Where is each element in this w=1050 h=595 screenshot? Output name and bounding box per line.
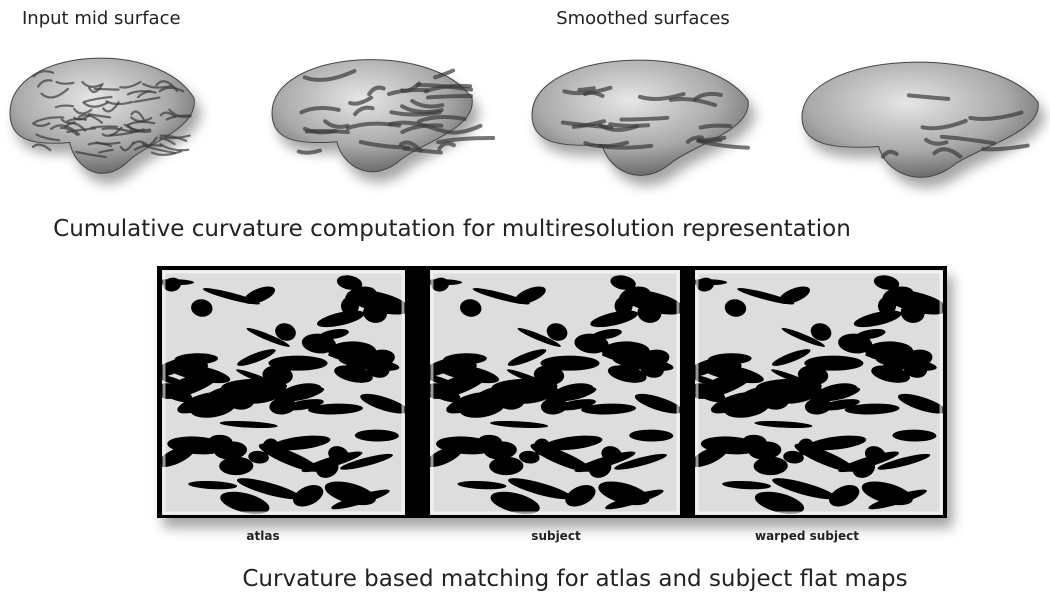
flat-map <box>144 270 412 518</box>
brain <box>802 62 1038 177</box>
panel-label: warped subject <box>755 529 859 543</box>
panel-label: subject <box>531 529 581 543</box>
smoothed-label: Smoothed surfaces <box>556 8 730 29</box>
sulcus <box>33 145 50 150</box>
sulcus <box>699 140 720 141</box>
figure: Input mid surface Smoothed surfaces Cumu… <box>0 0 1050 595</box>
brain-surfaces <box>10 58 1038 177</box>
sulcus <box>307 131 348 132</box>
input-label: Input mid surface <box>22 8 181 29</box>
sulcus <box>579 88 593 90</box>
sulcus <box>439 143 454 148</box>
flat-maps <box>144 270 949 518</box>
sulcus <box>299 150 320 152</box>
flat-map <box>677 270 949 518</box>
top-caption: Cumulative curvature computation for mul… <box>53 216 851 242</box>
sulcus <box>610 124 648 126</box>
bottom-caption: Curvature based matching for atlas and s… <box>242 566 907 592</box>
flat-map <box>412 270 686 518</box>
sulcus <box>438 138 493 142</box>
sulcus <box>95 89 119 90</box>
panel-label: atlas <box>246 529 279 543</box>
sulcus <box>701 126 731 128</box>
sulcus <box>428 96 471 97</box>
sulcus <box>622 118 668 120</box>
